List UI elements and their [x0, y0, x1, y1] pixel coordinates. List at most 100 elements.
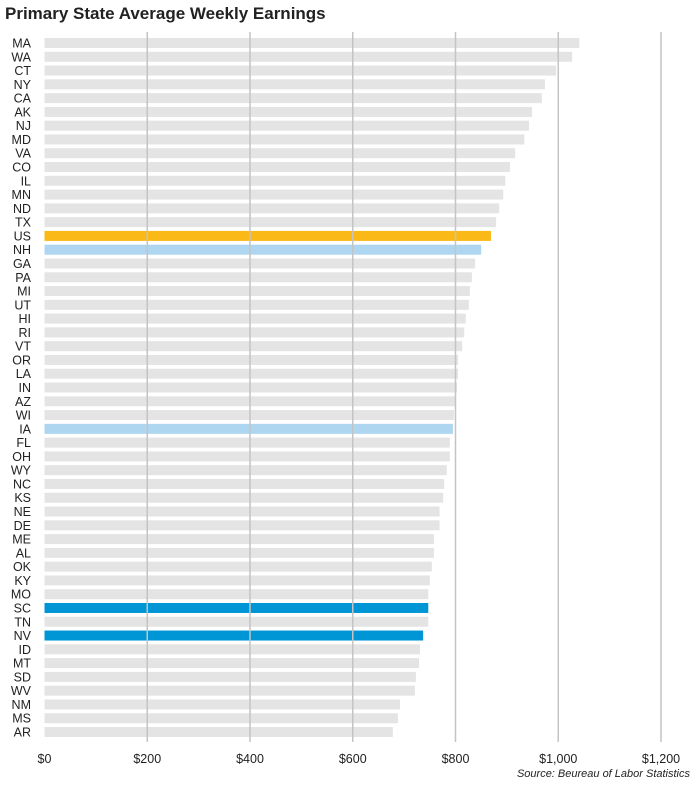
category-label: NV: [14, 629, 32, 643]
bar-oh: [44, 451, 450, 462]
category-label: MN: [12, 188, 31, 202]
bar-sc: [44, 602, 429, 613]
category-label: NY: [14, 78, 32, 92]
category-label: GA: [13, 257, 32, 271]
category-label: MD: [12, 133, 31, 147]
category-label: VA: [15, 147, 31, 161]
category-label: NH: [13, 243, 31, 257]
bar-ma: [44, 38, 580, 48]
category-label: WV: [11, 684, 32, 698]
chart-title: Primary State Average Weekly Earnings: [5, 4, 326, 23]
category-label: CO: [12, 161, 31, 175]
category-label: KS: [14, 491, 31, 505]
category-label: AK: [14, 105, 31, 119]
category-label: FL: [16, 436, 31, 450]
category-label: AZ: [15, 395, 31, 409]
category-label: NM: [12, 698, 31, 712]
bar-mo: [44, 589, 429, 600]
category-label: MT: [13, 657, 31, 671]
source-note: Source: Beureau of Labor Statistics: [516, 768, 690, 780]
bar-wi: [44, 410, 454, 421]
category-label: CA: [14, 92, 32, 106]
bar-ok: [44, 561, 432, 572]
bar-in: [44, 382, 458, 393]
category-label: AR: [14, 726, 31, 740]
bar-ks: [44, 492, 444, 503]
bar-nj: [44, 120, 529, 131]
bar-mt: [44, 658, 420, 669]
x-tick-label: $800: [442, 752, 470, 766]
bar-ia: [44, 423, 453, 434]
bar-tx: [44, 217, 497, 228]
bar-ct: [44, 65, 557, 76]
category-label: ME: [12, 533, 31, 547]
category-label: CT: [14, 64, 31, 78]
category-label: NC: [13, 477, 31, 491]
category-label: NE: [14, 505, 31, 519]
bar-tn: [44, 616, 429, 627]
category-label: PA: [15, 271, 31, 285]
category-label: KY: [14, 574, 31, 588]
bar-nv: [44, 630, 424, 641]
category-label: TN: [14, 615, 31, 629]
bar-nc: [44, 478, 445, 489]
x-tick-label: $600: [339, 752, 367, 766]
bar-mn: [44, 189, 504, 200]
bar-al: [44, 547, 434, 558]
bar-md: [44, 134, 525, 145]
bar-la: [44, 368, 459, 379]
category-label: MI: [17, 285, 31, 299]
bar-mi: [44, 286, 470, 297]
category-label: SC: [14, 601, 31, 615]
category-label: MS: [12, 712, 31, 726]
category-label: WA: [11, 50, 31, 64]
x-tick-label: $200: [133, 752, 161, 766]
bar-nd: [44, 203, 500, 214]
bar-il: [44, 175, 506, 186]
category-label: WY: [11, 464, 32, 478]
bar-ne: [44, 506, 440, 517]
bar-vt: [44, 341, 463, 352]
category-label: TX: [15, 216, 32, 230]
x-tick-label: $0: [38, 752, 52, 766]
bar-ut: [44, 299, 469, 310]
category-label: WI: [16, 409, 31, 423]
bar-fl: [44, 437, 450, 448]
category-label: MO: [11, 588, 31, 602]
x-tick-label: $1,200: [642, 752, 680, 766]
x-tick-label: $1,000: [539, 752, 577, 766]
category-label: LA: [16, 367, 32, 381]
bar-ri: [44, 327, 465, 338]
bar-co: [44, 162, 510, 173]
bar-wy: [44, 465, 447, 476]
category-label: US: [14, 229, 31, 243]
category-label: IA: [19, 422, 31, 436]
category-label: OK: [13, 560, 32, 574]
bar-de: [44, 520, 440, 531]
bar-me: [44, 534, 434, 545]
category-label: OR: [12, 353, 31, 367]
bar-ms: [44, 713, 398, 724]
bar-us: [44, 230, 491, 241]
category-label: IL: [21, 174, 31, 188]
category-label: NJ: [16, 119, 31, 133]
bar-or: [44, 354, 459, 365]
category-label: HI: [19, 312, 32, 326]
bar-hi: [44, 313, 466, 324]
bar-id: [44, 644, 421, 655]
category-label: ND: [13, 202, 31, 216]
category-label: OH: [12, 450, 31, 464]
bar-va: [44, 148, 516, 159]
category-label: AL: [16, 546, 31, 560]
bar-wv: [44, 685, 415, 696]
category-label: IN: [19, 381, 32, 395]
category-label: RI: [19, 326, 32, 340]
category-label: MA: [12, 37, 31, 51]
bar-ak: [44, 106, 533, 117]
category-label: UT: [14, 298, 31, 312]
bar-sd: [44, 671, 416, 682]
category-label: SD: [14, 670, 31, 684]
bar-ca: [44, 93, 542, 104]
category-label: VT: [15, 340, 31, 354]
